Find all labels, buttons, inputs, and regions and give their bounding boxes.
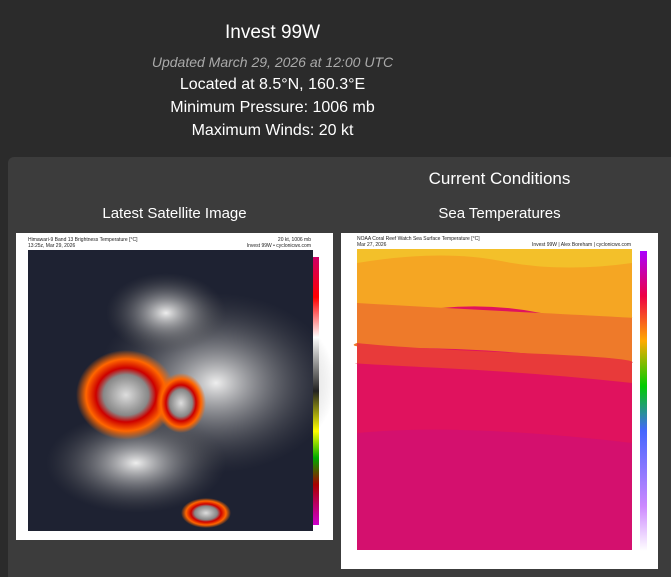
storm-title: Invest 99W (224, 22, 321, 43)
sst-band (357, 429, 632, 550)
clouds (106, 273, 226, 353)
panel-title: Current Conditions (428, 169, 571, 188)
location: Located at 8.5°N, 160.3°E (179, 76, 366, 93)
sst-image[interactable]: NOAA Coral Reef Watch Sea Surface Temper… (341, 233, 658, 569)
satellite-image[interactable]: Himawari-9 Band 13 Brightness Temperatur… (16, 233, 333, 540)
updated: Updated March 29, 2026 at 12:00 UTC (151, 54, 394, 70)
caption: NOAA Coral Reef Watch Sea Surface Temper… (357, 236, 480, 242)
pressure: Minimum Pressure: 1006 mb (170, 99, 375, 116)
sst-band (357, 249, 632, 268)
colorbar (640, 251, 647, 551)
sst-label: Sea Temperatures (438, 205, 561, 222)
sst-graphic: NOAA Coral Reef Watch Sea Surface Temper… (353, 236, 647, 551)
satellite-graphic: Himawari-9 Band 13 Brightness Temperatur… (28, 237, 333, 531)
satellite-label: Latest Satellite Image (102, 205, 247, 222)
credit: Invest 99W | Alex Boreham | cyclonicwx.c… (532, 242, 631, 248)
credit: Invest 99W • cyclonicwx.com (247, 243, 311, 249)
clouds (46, 413, 226, 513)
sst-band (354, 343, 633, 383)
time: Mar 27, 2026 (357, 242, 387, 248)
winds: Maximum Winds: 20 kt (191, 122, 354, 139)
storm-core (156, 373, 206, 433)
caption: Himawari-9 Band 13 Brightness Temperatur… (28, 237, 138, 243)
storm-core (76, 350, 176, 440)
colorbar (313, 257, 319, 525)
storm-core (181, 498, 231, 528)
time: 13:25z, Mar 29, 2026 (28, 243, 75, 249)
intensity: 20 kt, 1006 mb (278, 237, 311, 243)
sst-band (353, 303, 633, 363)
